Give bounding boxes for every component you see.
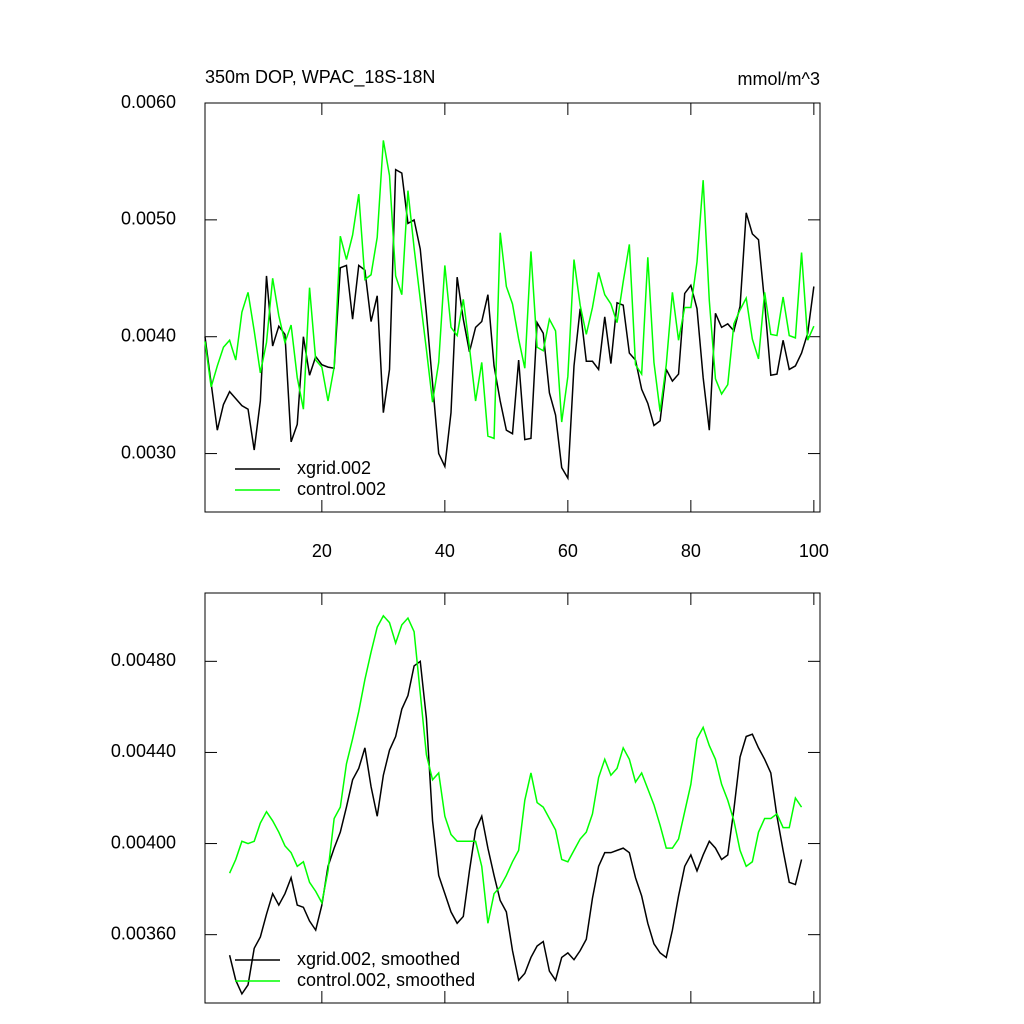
y-tick-label: 0.0060 [121, 92, 176, 112]
y-tick-label: 0.0040 [121, 325, 176, 345]
x-tick-label: 80 [681, 541, 701, 561]
y-tick-label: 0.00440 [111, 741, 176, 761]
y-tick-label: 0.00360 [111, 923, 176, 943]
y-tick-label: 0.00400 [111, 832, 176, 852]
plot-frame [204, 592, 821, 1004]
chart-title: 350m DOP, WPAC_18S-18N [205, 67, 435, 88]
y-tick-label: 0.0050 [121, 209, 176, 229]
data-line [204, 168, 815, 481]
y-tick-label: 0.0030 [121, 442, 176, 462]
legend-label: xgrid.002 [297, 458, 371, 478]
x-tick-label: 60 [558, 541, 578, 561]
legend-label: control.002 [297, 479, 386, 499]
plot-frame [204, 102, 821, 513]
units-label: mmol/m^3 [738, 69, 820, 89]
data-line [204, 140, 815, 440]
data-line [228, 659, 803, 996]
x-tick-label: 20 [312, 541, 332, 561]
legend-label: control.002, smoothed [297, 970, 475, 990]
y-tick-label: 0.00480 [111, 650, 176, 670]
x-tick-label: 100 [799, 541, 829, 561]
data-line [228, 614, 803, 924]
legend-label: xgrid.002, smoothed [297, 949, 460, 969]
x-tick-label: 40 [435, 541, 455, 561]
